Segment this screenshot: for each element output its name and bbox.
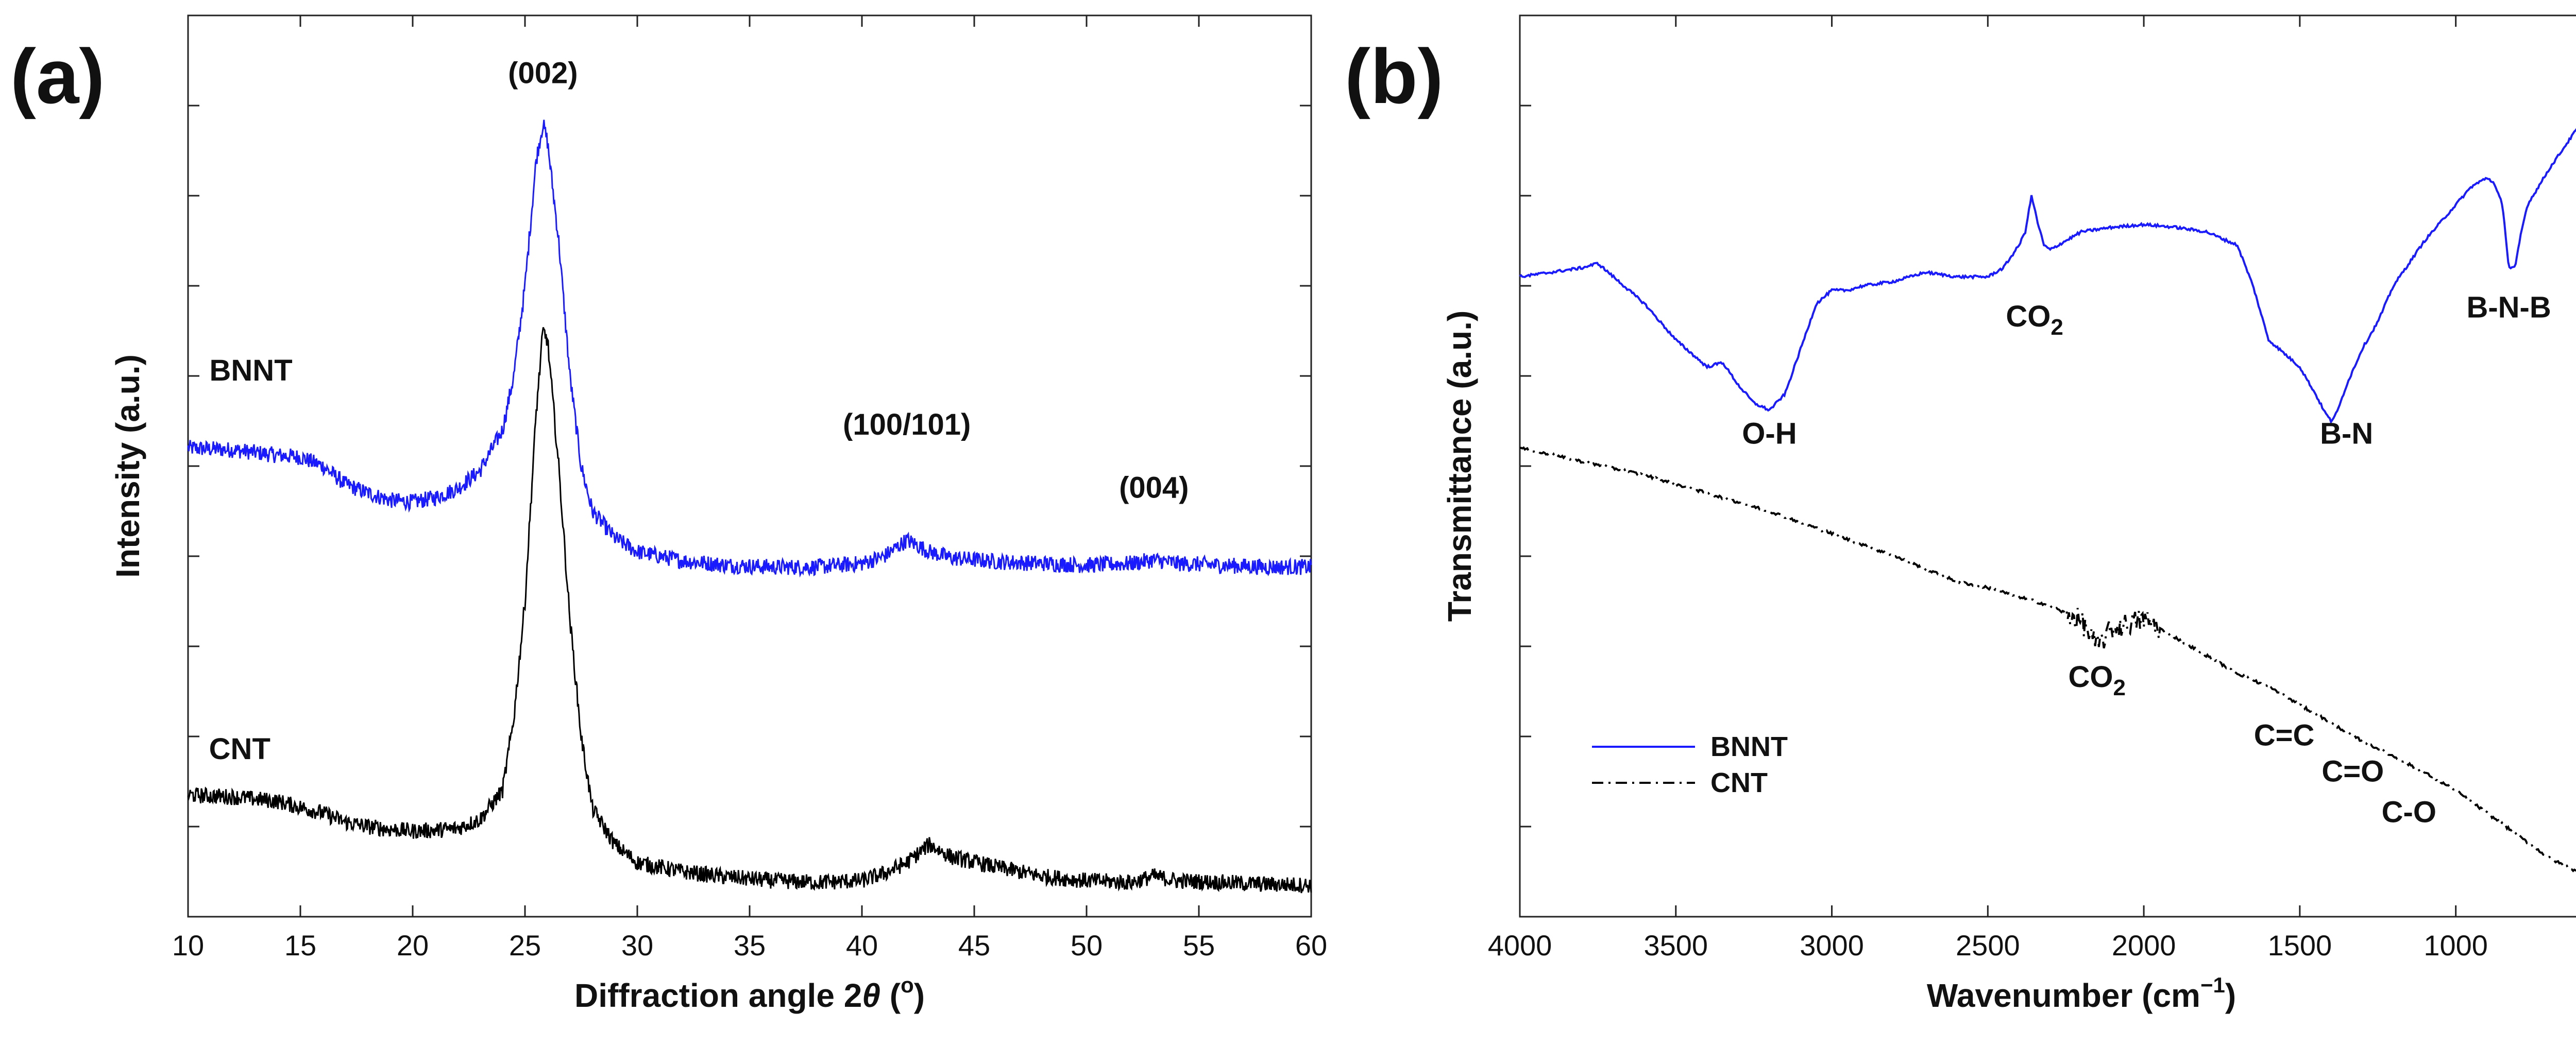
xrd-chart: 10 15 20 25 30 35 40 45 50 55 60 Diffraction angle … — [109, 14, 1327, 1014]
x-tick-label: 50 — [1071, 929, 1103, 962]
ftir-chart: 4000350030002500200015001000400Wavenumbe… — [1441, 14, 2576, 1014]
annotation-label: (002) — [508, 56, 578, 90]
plot-frame — [187, 14, 1312, 918]
panel-a-label: (a) — [10, 33, 105, 119]
x-tick-label: 30 — [621, 929, 653, 962]
x-tick-label: 40 — [846, 929, 878, 962]
annotation-label: CO2 — [2006, 300, 2063, 340]
series-cnt-line — [187, 327, 1312, 894]
x-tick-label: 3500 — [1643, 929, 1708, 962]
x-tick-label: 1500 — [2268, 929, 2332, 962]
series-bnnt-line — [1519, 128, 2576, 425]
annotation-label: CNT — [209, 732, 270, 766]
y-axis-label: Transmittance (a.u.) — [1441, 311, 1478, 622]
annotation-label: (100/101) — [843, 408, 971, 441]
x-tick-label: 3000 — [1800, 929, 1864, 962]
annotation-label: BNNT — [210, 354, 293, 387]
x-tick-label: 60 — [1295, 929, 1327, 962]
y-axis-label: Intensity (a.u.) — [109, 354, 146, 578]
x-tick-label: 25 — [509, 929, 541, 962]
x-tick-label: 4000 — [1488, 929, 1552, 962]
annotation-label: C=C — [2254, 719, 2315, 752]
x-tick-label: 45 — [958, 929, 990, 962]
x-tick-label: 10 — [172, 929, 204, 962]
annotation-label: O-H — [1742, 417, 1797, 450]
x-tick-label: 20 — [397, 929, 429, 962]
x-axis-label: Diffraction angle 2θ (o) — [574, 973, 925, 1014]
x-tick-label: 35 — [734, 929, 766, 962]
annotation-label: C-O — [2382, 795, 2436, 829]
legend-label-cnt: CNT — [1710, 767, 1768, 798]
annotation-label: B-N-B — [2466, 290, 2551, 324]
x-tick-label: 2500 — [1956, 929, 2020, 962]
x-tick-label: 1000 — [2424, 929, 2488, 962]
x-tick-label: 2000 — [2112, 929, 2176, 962]
annotation-label: B-N — [2320, 417, 2373, 450]
x-tick-label: 55 — [1183, 929, 1215, 962]
series-bnnt-line — [187, 119, 1312, 578]
annotation-label: CO2 — [2069, 660, 2126, 700]
x-tick-label: 15 — [284, 929, 316, 962]
plot-frame — [1519, 14, 2576, 918]
annotation-label: C=O — [2321, 755, 2384, 788]
x-axis-label: Wavenumber (cm−1) — [1927, 973, 2236, 1014]
annotation-label: (004) — [1119, 471, 1189, 504]
legend-label-bnnt: BNNT — [1710, 731, 1788, 762]
panel-b-label: (b) — [1345, 33, 1444, 119]
